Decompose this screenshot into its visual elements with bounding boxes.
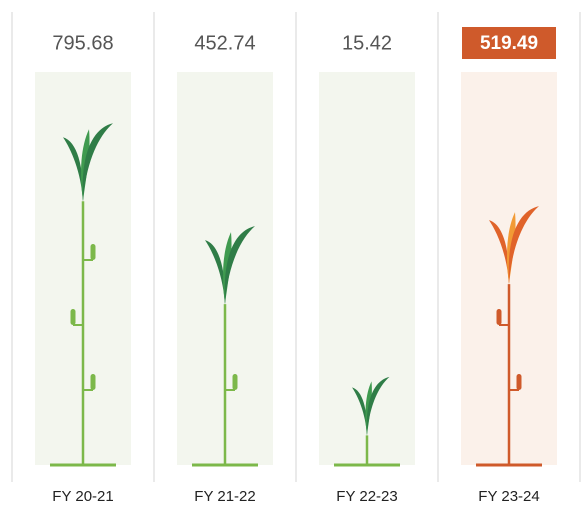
- bud: [90, 374, 96, 390]
- leaf: [508, 206, 539, 285]
- plant: [476, 206, 542, 467]
- bud: [516, 374, 522, 390]
- plant: [192, 226, 258, 467]
- x-tick-label: FY 22-23: [336, 488, 397, 505]
- leaf: [224, 226, 255, 305]
- leaf: [366, 376, 390, 436]
- leaf: [82, 123, 113, 202]
- leaf: [352, 387, 368, 436]
- value-label: 15.42: [342, 32, 392, 54]
- bud: [70, 309, 76, 325]
- x-tick-label: FY 20-21: [52, 488, 113, 505]
- value-label: 519.49: [480, 33, 538, 54]
- bud: [496, 309, 502, 325]
- bud: [232, 374, 238, 390]
- value-label: 452.74: [194, 32, 255, 54]
- bud: [90, 244, 96, 260]
- leaf: [489, 220, 510, 285]
- value-badge: [462, 27, 556, 59]
- plant: [334, 376, 400, 467]
- value-label: 795.68: [52, 32, 113, 54]
- leaf: [63, 137, 84, 202]
- plant: [50, 123, 116, 467]
- x-tick-label: FY 23-24: [478, 488, 539, 505]
- x-tick-label: FY 21-22: [194, 488, 255, 505]
- leaf: [205, 240, 226, 305]
